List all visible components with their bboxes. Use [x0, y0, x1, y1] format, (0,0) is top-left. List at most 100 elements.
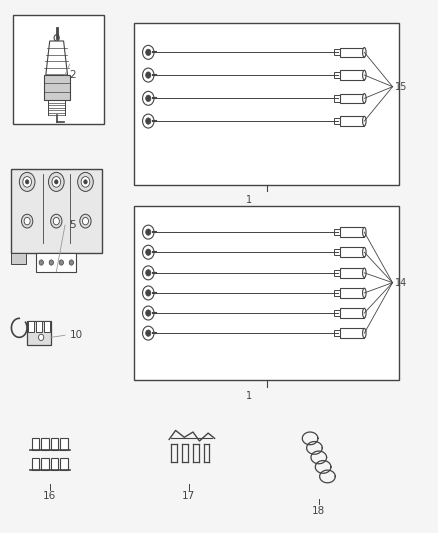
Bar: [60, 458, 68, 470]
Bar: [28, 321, 34, 333]
Bar: [334, 72, 340, 78]
Text: 10: 10: [69, 330, 82, 340]
Circle shape: [146, 270, 151, 276]
Bar: [32, 458, 39, 470]
Bar: [334, 249, 340, 255]
Bar: [11, 168, 102, 253]
Bar: [340, 328, 364, 338]
Circle shape: [19, 172, 35, 191]
Circle shape: [142, 326, 154, 340]
Circle shape: [23, 176, 32, 187]
Ellipse shape: [363, 247, 366, 257]
Circle shape: [80, 214, 91, 228]
Circle shape: [39, 334, 44, 341]
Ellipse shape: [363, 47, 366, 57]
Bar: [340, 247, 364, 257]
Circle shape: [84, 180, 87, 184]
Bar: [340, 94, 364, 103]
Bar: [41, 458, 49, 470]
Circle shape: [146, 118, 151, 124]
Bar: [51, 438, 59, 450]
Bar: [36, 253, 76, 272]
Bar: [27, 321, 51, 344]
Ellipse shape: [363, 116, 366, 126]
Text: 15: 15: [395, 82, 407, 92]
Bar: [340, 47, 364, 57]
Bar: [44, 321, 49, 333]
Circle shape: [146, 330, 151, 336]
Text: 5: 5: [69, 220, 76, 230]
Bar: [36, 321, 42, 333]
Polygon shape: [46, 41, 67, 75]
Circle shape: [55, 180, 58, 184]
Bar: [340, 228, 364, 237]
Ellipse shape: [363, 228, 366, 237]
Bar: [334, 330, 340, 336]
Text: 16: 16: [43, 491, 57, 501]
Circle shape: [146, 95, 151, 101]
Circle shape: [25, 180, 29, 184]
Circle shape: [21, 214, 33, 228]
Circle shape: [146, 49, 151, 55]
Bar: [334, 95, 340, 101]
Bar: [334, 270, 340, 276]
Bar: [334, 229, 340, 235]
Bar: [340, 308, 364, 318]
Bar: [13, 15, 104, 124]
Circle shape: [78, 172, 93, 191]
Ellipse shape: [363, 94, 366, 103]
Circle shape: [142, 306, 154, 320]
Bar: [334, 310, 340, 316]
Circle shape: [142, 45, 154, 59]
Circle shape: [142, 68, 154, 82]
Bar: [60, 438, 68, 450]
Circle shape: [142, 114, 154, 128]
Text: 14: 14: [395, 278, 407, 288]
Bar: [41, 438, 49, 450]
Circle shape: [81, 176, 90, 187]
Circle shape: [49, 260, 53, 265]
Bar: [334, 118, 340, 124]
Bar: [134, 206, 399, 380]
Circle shape: [39, 260, 43, 265]
Bar: [334, 290, 340, 296]
Circle shape: [53, 217, 60, 225]
Text: 18: 18: [312, 506, 325, 516]
Bar: [334, 49, 340, 55]
Text: 17: 17: [182, 491, 195, 501]
Bar: [11, 253, 26, 264]
Ellipse shape: [363, 268, 366, 278]
Circle shape: [142, 245, 154, 259]
Circle shape: [51, 214, 62, 228]
Circle shape: [69, 260, 74, 265]
Circle shape: [59, 260, 64, 265]
Circle shape: [49, 172, 64, 191]
Text: 2: 2: [69, 70, 76, 80]
Bar: [134, 23, 399, 184]
Circle shape: [24, 217, 30, 225]
Circle shape: [146, 310, 151, 316]
Circle shape: [146, 249, 151, 255]
Circle shape: [82, 217, 88, 225]
Circle shape: [142, 286, 154, 300]
Bar: [340, 116, 364, 126]
Ellipse shape: [363, 70, 366, 80]
Circle shape: [146, 72, 151, 78]
Circle shape: [52, 176, 60, 187]
Circle shape: [54, 35, 59, 41]
Bar: [32, 438, 39, 450]
Text: 1: 1: [246, 195, 252, 205]
Ellipse shape: [363, 308, 366, 318]
Bar: [44, 75, 70, 100]
Bar: [340, 268, 364, 278]
Circle shape: [142, 91, 154, 106]
Circle shape: [146, 290, 151, 296]
Bar: [340, 288, 364, 298]
Circle shape: [142, 266, 154, 280]
Bar: [340, 70, 364, 80]
Bar: [51, 458, 59, 470]
Circle shape: [142, 225, 154, 239]
Circle shape: [146, 229, 151, 235]
Text: 1: 1: [246, 391, 252, 401]
Ellipse shape: [363, 288, 366, 298]
